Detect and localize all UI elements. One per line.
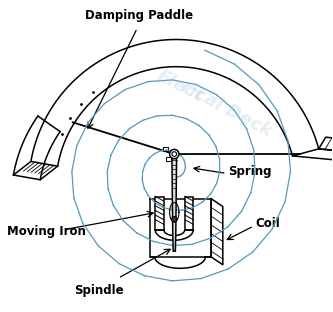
Text: Spring: Spring [229,165,272,178]
Polygon shape [155,197,164,230]
Text: Spindle: Spindle [74,284,123,297]
Circle shape [171,217,177,222]
Polygon shape [185,197,193,230]
Text: Moving Iron: Moving Iron [7,225,86,238]
Text: Coil: Coil [256,217,280,231]
Circle shape [172,152,176,156]
Text: Elect: Elect [154,66,206,106]
Polygon shape [172,158,176,251]
Text: Damping Paddle: Damping Paddle [85,9,193,22]
Circle shape [169,149,179,159]
Text: rical Deck: rical Deck [178,78,275,141]
